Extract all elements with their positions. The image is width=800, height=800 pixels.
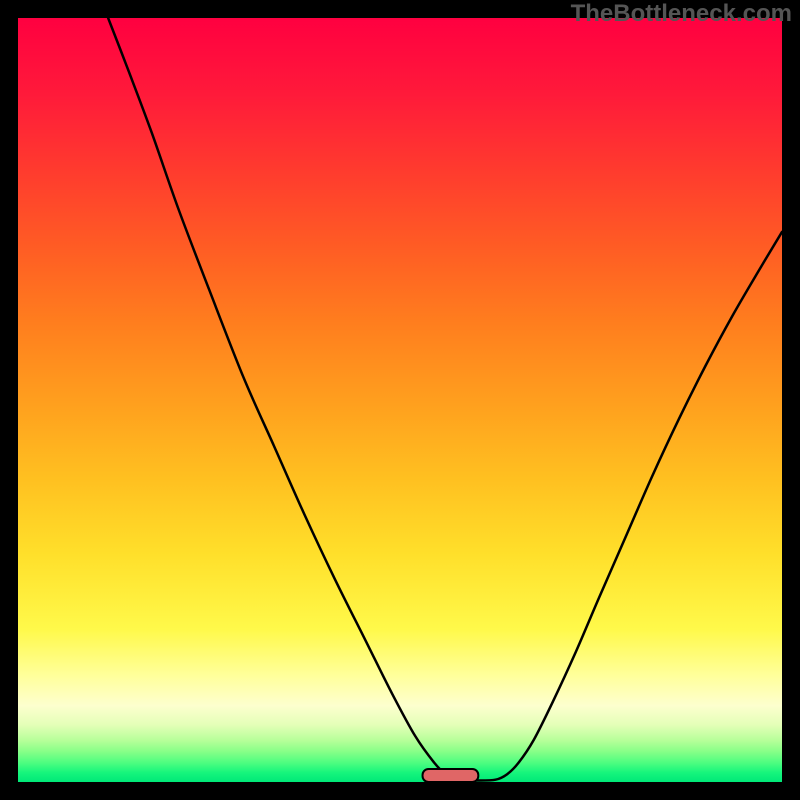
watermark-text: TheBottleneck.com — [571, 0, 792, 28]
chart-svg — [18, 18, 782, 782]
bottleneck-curve — [108, 18, 782, 780]
chart-container: TheBottleneck.com — [0, 0, 800, 800]
optimal-range-marker — [423, 769, 479, 782]
plot-area — [18, 18, 782, 782]
